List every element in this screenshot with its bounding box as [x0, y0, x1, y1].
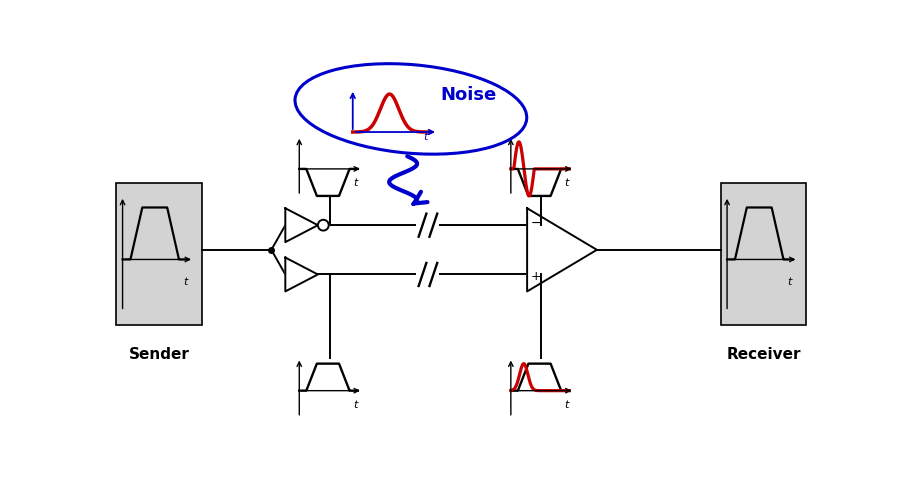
Bar	[721, 183, 806, 326]
Text: +: +	[531, 269, 542, 282]
Text: −: −	[531, 217, 542, 230]
Circle shape	[318, 220, 328, 231]
Polygon shape	[285, 257, 318, 291]
Text: t: t	[564, 400, 569, 410]
Text: t: t	[353, 178, 357, 188]
Text: Noise: Noise	[441, 86, 497, 104]
Text: t: t	[564, 178, 569, 188]
Text: t: t	[423, 132, 428, 142]
Text: Sender: Sender	[129, 347, 189, 362]
Text: Receiver: Receiver	[726, 347, 801, 362]
Text: t: t	[353, 400, 357, 410]
Bar	[116, 183, 202, 326]
Polygon shape	[285, 208, 318, 242]
Text: t: t	[788, 277, 792, 287]
Polygon shape	[527, 208, 597, 291]
Text: t: t	[183, 277, 187, 287]
